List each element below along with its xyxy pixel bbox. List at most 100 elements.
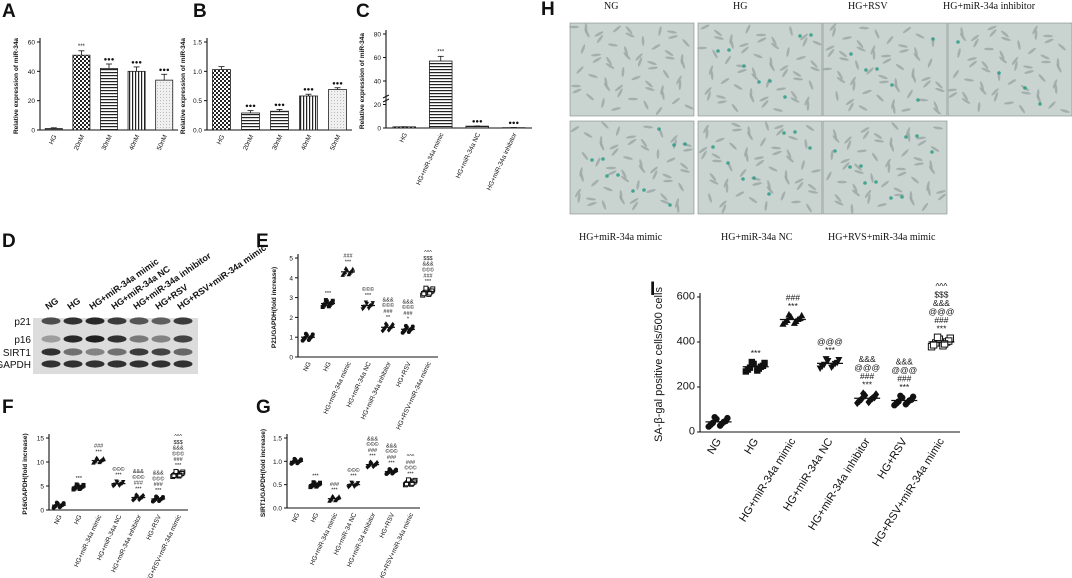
cell-shape — [1023, 65, 1033, 69]
cell-shape — [786, 155, 794, 163]
cell-shape — [1032, 25, 1038, 35]
cell-shape — [880, 180, 890, 188]
blot-band — [151, 317, 171, 325]
data-point — [112, 483, 117, 488]
data-point — [860, 389, 867, 398]
significance-label: &&& ©©© ### *** — [132, 469, 144, 492]
sa-beta-gal-stain — [657, 127, 661, 131]
cell-shape — [620, 175, 630, 183]
cell-shape — [733, 84, 743, 90]
sa-beta-gal-stain — [859, 164, 863, 168]
significance-line: &&& — [422, 262, 433, 268]
significance-line: &&& — [133, 469, 144, 475]
cell-shape — [639, 159, 643, 169]
chart-g-scatter: 0.0 0.5 1.0 1.5 SIRT1/GAPDH(fold increase) NG… — [260, 429, 420, 578]
y-tick-label: 1.5 — [193, 40, 202, 47]
significance-label: ●●● — [131, 60, 142, 66]
data-point — [311, 480, 316, 485]
cell-shape — [608, 43, 618, 47]
cell-shape — [855, 60, 859, 70]
cell-shape — [636, 180, 640, 190]
cell-shape — [759, 96, 769, 102]
micrograph-tile — [947, 22, 1072, 117]
x-tick-label-50nm: 50nM — [156, 134, 169, 152]
cell-shape — [873, 133, 883, 139]
cell-shape — [901, 108, 911, 112]
cell-shape — [760, 137, 766, 147]
cell-shape — [643, 100, 649, 110]
cell-shape — [776, 128, 784, 136]
significance-line: *** — [751, 348, 762, 358]
significance-label: &&& ©©© ### * — [402, 299, 414, 322]
x-tick-label-ng: NG — [302, 361, 312, 373]
significance-line: *** — [95, 450, 102, 456]
photo-label-hg: HG — [733, 1, 748, 12]
y-tick-label: 1.5 — [273, 436, 282, 443]
cell-shape — [794, 178, 804, 184]
x-tick-label-ng: NG — [53, 514, 63, 526]
cell-shape — [570, 126, 580, 132]
cell-shape — [862, 130, 870, 140]
data-point — [748, 358, 756, 366]
cell-shape — [1011, 56, 1019, 66]
cell-shape — [604, 77, 608, 87]
cell-shape — [645, 87, 655, 91]
blot-band — [107, 348, 127, 356]
cell-shape — [749, 88, 753, 98]
cell-shape — [617, 88, 623, 98]
cell-shape — [619, 190, 623, 200]
cell-shape — [839, 57, 849, 61]
significance-label: &&& ©©© ### *** — [366, 436, 378, 459]
cell-shape — [921, 202, 929, 212]
cell-shape — [845, 98, 855, 106]
data-point — [132, 496, 137, 502]
cell-shape — [927, 58, 933, 68]
x-tick-label-30nm: 30nM — [101, 134, 114, 152]
cell-shape — [757, 37, 767, 43]
data-point — [78, 485, 83, 490]
y-tick-label: 5 — [40, 484, 44, 491]
cell-shape — [885, 158, 891, 168]
y-tick-label: 40 — [28, 69, 36, 76]
cell-shape — [854, 163, 862, 171]
cell-shape — [810, 66, 820, 72]
cell-shape — [961, 98, 971, 104]
cell-shape — [625, 26, 633, 34]
x-tick-label-hg: HG — [742, 436, 761, 456]
cell-shape — [921, 76, 931, 82]
blot-band — [41, 335, 61, 343]
significance-line: ©©© — [404, 465, 416, 472]
significance-line: ### — [387, 455, 397, 461]
micrograph-tile — [569, 22, 695, 117]
cell-shape — [970, 34, 980, 42]
cell-shape — [705, 129, 709, 139]
cell-shape — [858, 105, 868, 111]
cell-shape — [793, 77, 803, 81]
data-point — [755, 365, 763, 372]
sa-beta-gal-stain — [916, 98, 920, 102]
cell-shape — [771, 36, 777, 46]
sa-beta-gal-stain — [808, 146, 812, 150]
significance-label: @@@ *** — [817, 336, 843, 355]
photo-label-nc: HG+miR-34a NC — [721, 232, 793, 243]
sa-beta-gal-stain — [757, 80, 761, 84]
data-point — [134, 492, 139, 498]
cell-shape — [715, 137, 725, 143]
cell-shape — [1058, 43, 1066, 51]
y-axis-label: Relative expression of miR-34a — [180, 38, 187, 134]
y-axis-label: P16/GAPDH(fold increase) — [22, 433, 29, 514]
chart-c-bar: 0 20 40 60 80 Relative expression of miR-34a H… — [359, 30, 532, 192]
significance-line: $$$ — [173, 440, 182, 446]
cell-shape — [844, 136, 852, 144]
data-point — [822, 356, 830, 363]
cell-shape — [918, 98, 928, 102]
blot-band — [151, 348, 171, 356]
cell-shape — [779, 65, 789, 71]
cell-shape — [830, 150, 834, 160]
bar-40nm — [127, 70, 146, 131]
blot-band — [173, 335, 193, 343]
cell-shape — [631, 75, 641, 81]
x-tick-label-hg-rsv-mir-34a-mimic: HG+RSV+miR-34a mimic — [378, 511, 416, 578]
sa-beta-gal-stain — [915, 134, 919, 138]
cell-shape — [796, 56, 806, 60]
